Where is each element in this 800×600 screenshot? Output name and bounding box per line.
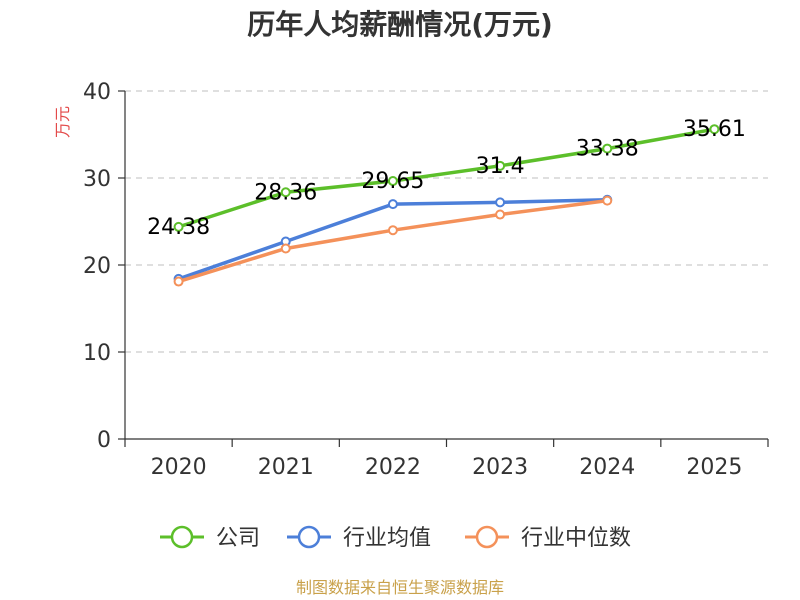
series-line-1 <box>178 198 608 281</box>
legend[interactable]: 公司 行业均值 行业中位数 <box>160 525 631 551</box>
series-line-0 <box>178 127 715 229</box>
chart-title: 历年人均薪酬情况(万元) <box>247 8 553 41</box>
data-labels: 24.38 28.36 29.65 31.4 33.38 35.61 <box>147 117 746 240</box>
legend-label: 公司 <box>216 526 260 551</box>
data-point <box>602 143 613 154</box>
y-axis-unit-label: 万元 <box>53 106 72 138</box>
data-point <box>280 187 291 198</box>
data-point <box>387 199 398 210</box>
data-point <box>495 197 506 208</box>
x-tick-label: 2025 <box>686 455 742 480</box>
y-tick-label: 0 <box>97 428 111 453</box>
data-label: 31.4 <box>476 154 525 179</box>
data-label: 33.38 <box>576 137 639 162</box>
x-tick-label: 2021 <box>258 455 314 480</box>
y-tick-label: 30 <box>83 167 111 192</box>
legend-marker <box>170 525 194 549</box>
data-label: 29.65 <box>361 169 424 194</box>
data-label: 35.61 <box>683 117 746 142</box>
x-tick-label: 2023 <box>472 455 528 480</box>
legend-marker <box>297 525 321 549</box>
legend-label: 行业中位数 <box>521 526 631 551</box>
y-tick-label: 20 <box>83 254 111 279</box>
y-tick-label: 10 <box>83 341 111 366</box>
data-point <box>387 176 398 187</box>
legend-item-1[interactable]: 行业均值 <box>287 525 431 551</box>
series-line-2 <box>178 198 608 284</box>
x-tick-label: 2020 <box>151 455 207 480</box>
source-note: 制图数据来自恒生聚源数据库 <box>296 578 504 597</box>
x-tick-label: 2024 <box>579 455 635 480</box>
legend-marker <box>475 525 499 549</box>
data-point <box>387 225 398 236</box>
data-point <box>173 276 184 287</box>
grid-lines <box>125 90 768 353</box>
series-lines <box>173 124 720 287</box>
data-point <box>602 195 613 206</box>
legend-item-0[interactable]: 公司 <box>160 525 260 551</box>
axes: 0 10 20 30 40 2020 2021 2022 2023 2024 2025 <box>83 80 769 480</box>
x-tick-label: 2022 <box>365 455 421 480</box>
data-label: 24.38 <box>147 215 210 240</box>
data-point <box>709 124 720 135</box>
data-label: 28.36 <box>254 180 317 205</box>
data-point <box>495 209 506 220</box>
legend-item-2[interactable]: 行业中位数 <box>465 525 631 551</box>
y-tick-label: 40 <box>83 80 111 105</box>
legend-label: 行业均值 <box>343 526 431 551</box>
data-point <box>173 221 184 232</box>
data-point <box>280 243 291 254</box>
data-point <box>495 160 506 171</box>
